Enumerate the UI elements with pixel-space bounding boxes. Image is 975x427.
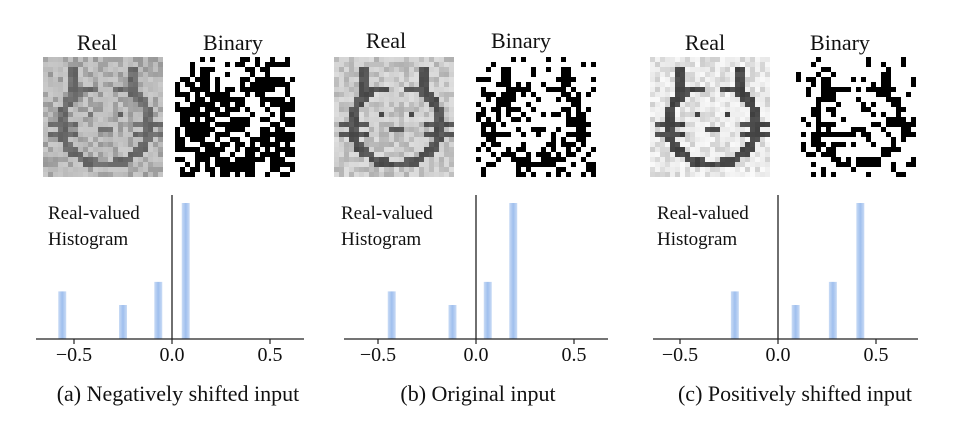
panel-caption: (a) Negatively shifted input — [57, 381, 300, 406]
panel-2: Real Binary Real-valued Histogram −0.5 0.0 0.5… — [650, 30, 918, 406]
bar-2 — [154, 281, 163, 339]
bar-3 — [181, 203, 190, 339]
bars — [387, 203, 518, 339]
histogram-title-line-1: Real-valued — [48, 203, 140, 224]
real-cat-image — [650, 57, 770, 177]
binary-image-label: Binary — [491, 28, 551, 53]
x-tick-label: −0.5 — [56, 344, 92, 366]
bar-1 — [448, 305, 457, 339]
real-cat-image — [334, 57, 454, 177]
histogram-title-line-1: Real-valued — [341, 203, 433, 224]
bars — [58, 203, 190, 339]
histogram-title-line-2: Histogram — [341, 229, 421, 250]
bar-3 — [856, 203, 865, 339]
binary-cat-image — [476, 57, 596, 177]
bar-1 — [119, 305, 127, 339]
panel-0: Real Binary Real-valued Histogram −0.5 0.0 0.5… — [36, 30, 304, 406]
real-cat-image — [43, 57, 163, 177]
bar-3 — [509, 203, 518, 339]
x-tick-label: −0.5 — [662, 344, 698, 366]
histogram-title-line-2: Histogram — [657, 229, 737, 250]
x-tick-label: −0.5 — [360, 344, 396, 366]
real-image-label: Real — [366, 28, 406, 53]
histogram-title-line-2: Histogram — [48, 229, 128, 250]
x-tick-label: 0.0 — [160, 344, 185, 366]
bar-0 — [387, 291, 396, 339]
bar-2 — [828, 281, 837, 339]
x-tick-label: 0.5 — [258, 344, 283, 366]
histogram-title-line-1: Real-valued — [657, 203, 749, 224]
bars — [730, 203, 865, 339]
bar-0 — [730, 291, 739, 339]
x-tick-label: 0.0 — [464, 344, 489, 366]
real-image-label: Real — [77, 30, 117, 55]
panel-caption: (b) Original input — [400, 381, 555, 406]
x-tick-label: 0.5 — [562, 344, 587, 366]
real-image-label: Real — [685, 30, 725, 55]
x-tick-label: 0.5 — [864, 344, 889, 366]
panel-1: Real Binary Real-valued Histogram −0.5 0.0 0.5… — [334, 28, 608, 406]
x-tick-label: 0.0 — [766, 344, 791, 366]
bar-2 — [483, 281, 492, 339]
binary-cat-image — [796, 57, 916, 177]
bar-0 — [58, 291, 67, 339]
binary-cat-image — [175, 57, 295, 177]
bar-1 — [791, 305, 800, 339]
binary-image-label: Binary — [810, 30, 870, 55]
panel-caption: (c) Positively shifted input — [678, 381, 912, 406]
binary-image-label: Binary — [203, 30, 263, 55]
